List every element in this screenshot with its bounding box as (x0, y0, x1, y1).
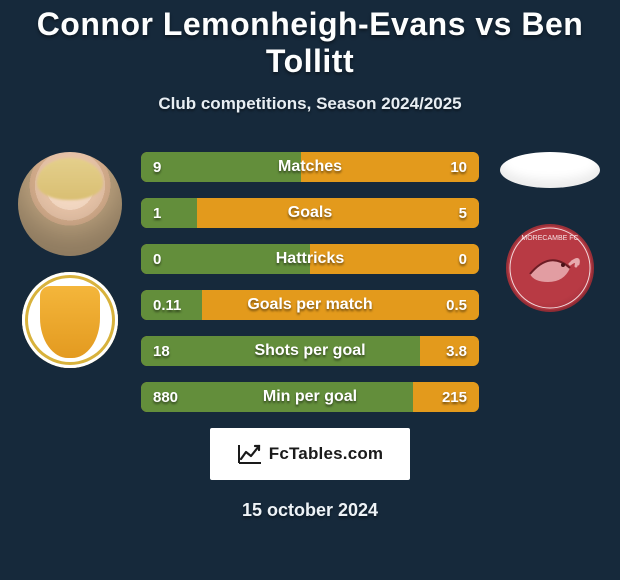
comparison-panel: MORECAMBE FC 910Matches15Goals00Hattrick… (10, 152, 610, 521)
stat-row: 880215Min per goal (141, 382, 479, 412)
stat-value-left: 880 (153, 382, 178, 412)
stat-row: 15Goals (141, 198, 479, 228)
player-a-column (10, 152, 130, 368)
player-a-avatar (18, 152, 122, 256)
stat-bar-right (202, 290, 479, 320)
stat-value-right: 5 (459, 198, 467, 228)
stat-value-right: 0.5 (446, 290, 467, 320)
stat-bar-left (141, 382, 413, 412)
stat-value-left: 0.11 (153, 290, 181, 320)
stat-row: 0.110.5Goals per match (141, 290, 479, 320)
stat-bars: 910Matches15Goals00Hattricks0.110.5Goals… (141, 152, 479, 412)
stat-bar-right (197, 198, 479, 228)
stat-value-left: 9 (153, 152, 161, 182)
stat-bar-left (141, 198, 197, 228)
stat-value-right: 215 (442, 382, 467, 412)
stat-value-left: 1 (153, 198, 161, 228)
subtitle: Club competitions, Season 2024/2025 (10, 94, 610, 114)
stat-value-right: 10 (450, 152, 467, 182)
stat-row: 00Hattricks (141, 244, 479, 274)
stat-bar-left (141, 152, 301, 182)
player-b-avatar (500, 152, 600, 188)
brand-logo-icon (237, 443, 263, 465)
stat-row: 910Matches (141, 152, 479, 182)
stat-bar-left (141, 336, 420, 366)
stat-bar-right (310, 244, 479, 274)
brand-badge: FcTables.com (210, 428, 410, 480)
stat-row: 183.8Shots per goal (141, 336, 479, 366)
stat-bar-left (141, 244, 310, 274)
date-text: 15 october 2024 (10, 500, 610, 521)
page-title: Connor Lemonheigh-Evans vs Ben Tollitt (10, 6, 610, 80)
player-b-club-badge: MORECAMBE FC (506, 224, 594, 312)
stat-value-right: 0 (459, 244, 467, 274)
brand-text: FcTables.com (269, 444, 384, 464)
player-a-club-badge (22, 272, 118, 368)
stat-value-right: 3.8 (446, 336, 467, 366)
player-b-column: MORECAMBE FC (490, 152, 610, 312)
stat-value-left: 18 (153, 336, 170, 366)
stat-value-left: 0 (153, 244, 161, 274)
svg-text:MORECAMBE FC: MORECAMBE FC (521, 235, 578, 242)
